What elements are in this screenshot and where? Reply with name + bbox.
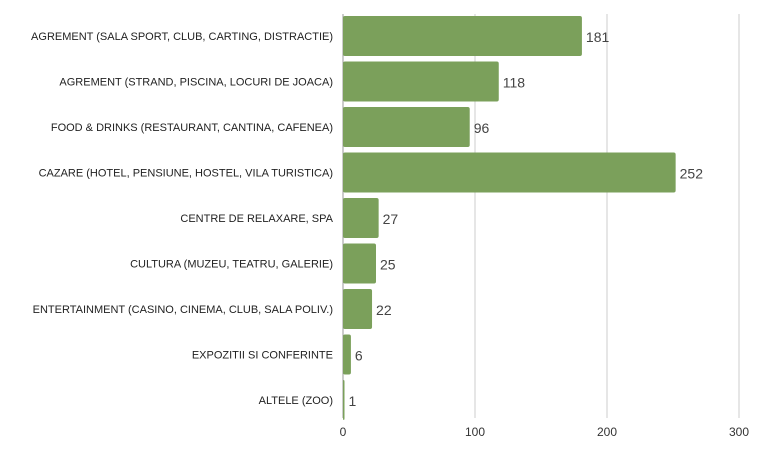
bar [343,243,376,284]
value-label: 22 [376,302,392,318]
category-label: AGREMENT (STRAND, PISCINA, LOCURI DE JOA… [59,77,333,89]
category-labels: AGREMENT (SALA SPORT, CLUB, CARTING, DIS… [31,31,334,407]
value-label: 1 [349,393,357,409]
category-label: ALTELE (ZOO) [259,395,333,407]
x-tick-label: 300 [729,425,749,439]
bar [343,61,499,102]
bar-layer [343,16,676,420]
value-label: 6 [355,348,363,364]
category-label: CAZARE (HOTEL, PENSIUNE, HOSTEL, VILA TU… [39,168,333,180]
value-label: 252 [680,166,704,182]
value-label: 27 [383,211,399,227]
bar [343,198,379,238]
bar [343,289,373,329]
category-label: ENTERTAINMENT (CASINO, CINEMA, CLUB, SAL… [33,304,333,316]
x-tick-label: 200 [597,425,617,439]
bar [343,152,676,193]
category-label: AGREMENT (SALA SPORT, CLUB, CARTING, DIS… [31,31,333,43]
category-label: EXPOZITII SI CONFERINTE [192,350,333,362]
bar [343,16,582,56]
value-label: 25 [380,257,396,273]
value-labels: 181 118 96 252 27 25 22 6 1 [349,29,704,409]
bar [343,380,345,420]
x-axis-ticks: 0 100 200 300 [340,425,750,439]
value-label: 96 [474,120,490,136]
value-label: 118 [503,75,526,91]
x-tick-label: 100 [465,425,485,439]
x-tick-label: 0 [340,425,347,439]
bar [343,107,470,147]
value-label: 181 [586,29,610,45]
category-label: FOOD & DRINKS (RESTAURANT, CANTINA, CAFE… [51,122,333,134]
bar [343,334,351,375]
category-label: CENTRE DE RELAXARE, SPA [180,213,333,225]
category-label: CULTURA (MUZEU, TEATRU, GALERIE) [130,259,333,271]
